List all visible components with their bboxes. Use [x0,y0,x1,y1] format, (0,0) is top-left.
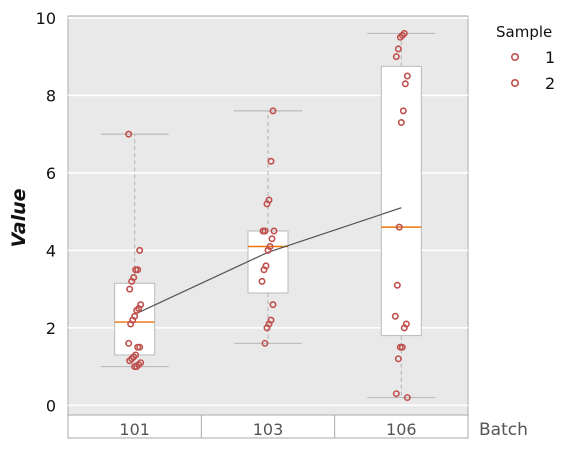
point-103-12 [258,277,266,285]
y-tick-label-0: 0 [46,396,56,415]
point-103-13 [269,301,277,309]
point-106-11 [391,312,399,320]
y-tick-label-6: 6 [46,164,56,183]
point-106-9 [395,223,403,231]
point-106-7 [399,107,407,115]
point-103-5 [259,227,267,235]
point-106-3 [394,45,402,53]
point-101-3 [132,266,140,274]
point-101-6 [126,285,134,293]
x-tick-label-103: 103 [253,420,284,439]
point-101-1 [136,246,144,254]
point-101-5 [128,277,136,285]
point-103-7 [268,235,276,243]
point-101-13 [125,339,133,347]
point-106-13 [400,324,408,332]
point-106-10 [393,281,401,289]
point-106-16 [394,355,402,363]
x-axis-category-strip: 101 103 106 [67,414,469,439]
x-tick-label-101: 101 [119,420,150,439]
y-axis-ticks: 0 2 4 6 8 10 [36,9,56,415]
iqr-box-106 [380,65,422,337]
point-103-16 [263,324,271,332]
box-series [100,32,436,399]
point-101-19 [126,357,134,365]
point-101-15 [134,343,142,351]
legend-label-1: 1 [545,48,555,67]
legend-marker-1 [510,52,519,61]
y-axis-title: Value [8,188,30,247]
x-tick-label-106: 106 [386,420,417,439]
point-106-18 [403,394,411,402]
x-axis-title: Batch [479,420,528,440]
point-106-8 [397,119,405,127]
point-106-5 [403,72,411,80]
y-tick-label-4: 4 [46,241,56,260]
point-103-9 [264,246,272,254]
legend-marker-2 [510,79,519,88]
point-106-17 [392,390,400,398]
point-103-11 [260,266,268,274]
point-106-15 [396,343,404,351]
point-103-17 [261,339,269,347]
point-106-2 [396,33,404,41]
x-strip-frame [67,414,469,439]
point-106-6 [401,80,409,88]
point-series [125,29,411,402]
point-103-0 [269,107,277,115]
legend: Sample 1 2 [496,23,555,93]
point-103-1 [267,157,275,165]
point-106-4 [392,53,400,61]
point-101-9 [133,306,141,314]
iqr-box-103 [247,230,289,294]
y-tick-label-10: 10 [36,9,56,28]
y-tick-label-8: 8 [46,86,56,105]
legend-label-2: 2 [545,74,555,93]
point-101-12 [127,320,135,328]
point-101-0 [125,130,133,138]
point-101-23 [131,363,139,371]
y-tick-label-2: 2 [46,319,56,338]
legend-title: Sample [496,23,552,41]
point-103-3 [263,200,271,208]
point-103-6 [270,227,278,235]
